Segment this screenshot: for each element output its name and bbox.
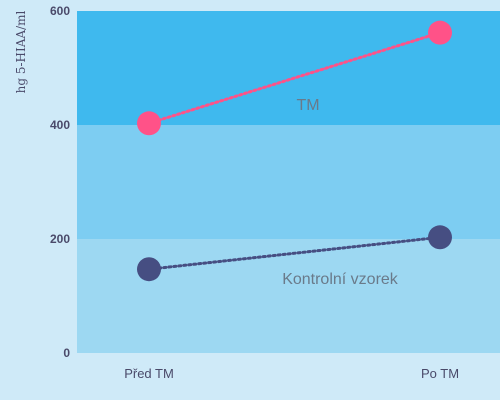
band-0-200 [77, 239, 500, 353]
series-line-kontrolni-vzorek [147, 235, 442, 271]
series-lines [147, 31, 442, 271]
data-point-kontrolni-vzorek [428, 225, 452, 250]
y-tick-label: 400 [50, 118, 70, 132]
y-tick-label: 200 [50, 232, 70, 246]
x-axis: Před TM Po TM [124, 366, 459, 381]
x-tick-label: Po TM [421, 366, 459, 381]
data-point-kontrolni-vzorek [137, 257, 161, 282]
series-points [137, 20, 452, 282]
series-line-tm [147, 31, 442, 125]
x-tick-label: Před TM [124, 366, 174, 381]
y-tick-label: 600 [50, 4, 70, 18]
series-label-tm: TM [296, 97, 319, 114]
data-point-tm [428, 20, 452, 45]
series-label-kontrolni-vzorek: Kontrolní vzorek [282, 271, 399, 288]
series-labels: TM Kontrolní vzorek [282, 97, 399, 288]
background-bands [77, 11, 500, 353]
data-point-tm [137, 111, 161, 136]
y-axis-label: hg 5-HIAA/ml [14, 10, 28, 93]
y-axis: 0 200 400 600 [50, 4, 70, 360]
band-200-400 [77, 125, 500, 239]
y-tick-label: 0 [63, 346, 70, 360]
